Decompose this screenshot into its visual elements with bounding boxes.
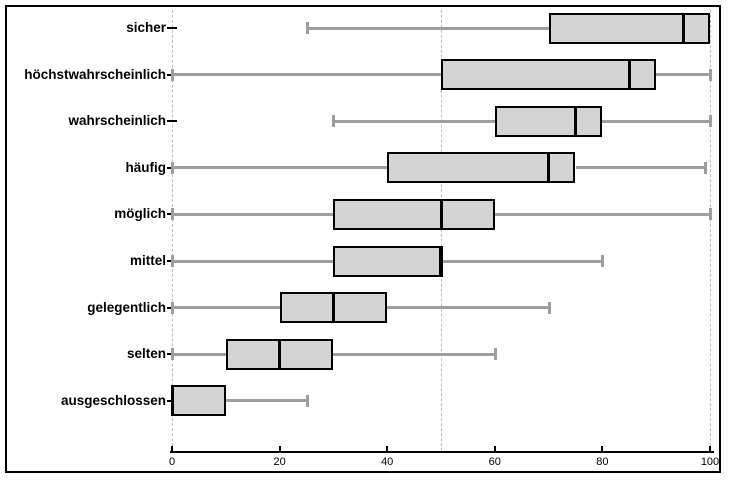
upper-whisker-cap <box>703 161 707 174</box>
iqr-box <box>494 105 603 137</box>
iqr-box <box>548 12 710 44</box>
x-axis-tick-label: 20 <box>273 456 286 468</box>
category-label: gelegentlich <box>87 299 166 315</box>
lower-whisker <box>306 26 549 30</box>
category-label: möglich <box>114 206 166 222</box>
lower-whisker-cap <box>171 68 174 81</box>
upper-whisker <box>494 212 710 216</box>
upper-whisker-cap <box>709 208 712 221</box>
median-line <box>170 385 174 417</box>
upper-whisker <box>225 399 307 403</box>
upper-whisker <box>575 166 705 170</box>
iqr-box <box>172 385 226 417</box>
lower-whisker-cap <box>305 22 309 34</box>
x-axis-tick-label: 0 <box>168 456 176 468</box>
lower-whisker-cap <box>332 115 336 128</box>
iqr-box <box>333 198 495 230</box>
lower-whisker-cap <box>171 208 174 221</box>
iqr-box <box>441 59 657 91</box>
lower-whisker <box>172 259 334 263</box>
upper-whisker <box>656 73 710 77</box>
lower-whisker <box>172 306 280 310</box>
x-axis-tick <box>386 446 389 451</box>
median-line <box>331 292 335 324</box>
x-axis-tick-label: 100 <box>700 456 720 468</box>
median-line <box>278 338 282 370</box>
lower-whisker <box>172 166 388 170</box>
upper-whisker-cap <box>709 115 712 128</box>
category-label: sicher <box>126 20 166 35</box>
x-axis-tick-label: 80 <box>596 456 609 468</box>
category-label: wahrscheinlich <box>68 113 166 129</box>
x-axis-tick <box>171 446 173 451</box>
lower-whisker <box>333 119 495 123</box>
category-label: ausgeschlossen <box>60 392 166 408</box>
x-axis-tick <box>601 446 604 451</box>
reference-line <box>709 10 711 451</box>
lower-whisker-cap <box>171 161 174 174</box>
upper-whisker <box>602 119 710 123</box>
upper-whisker <box>441 259 603 263</box>
lower-whisker <box>172 212 334 216</box>
upper-whisker <box>333 352 495 356</box>
x-axis-tick <box>278 446 281 451</box>
category-tick-mark <box>167 120 177 123</box>
lower-whisker <box>172 352 226 356</box>
median-line <box>574 105 577 137</box>
iqr-box <box>333 245 441 277</box>
category-label: häufig <box>125 159 167 175</box>
upper-whisker-cap <box>709 68 712 81</box>
reference-line <box>171 10 173 451</box>
x-axis-tick-label: 40 <box>381 456 394 468</box>
lower-whisker <box>172 73 441 77</box>
upper-whisker-cap <box>547 301 551 314</box>
x-axis-tick-label: 60 <box>488 456 501 468</box>
category-label: selten <box>126 346 166 362</box>
upper-whisker-cap <box>601 255 605 267</box>
lower-whisker-cap <box>171 301 174 314</box>
category-tick-mark <box>167 27 177 29</box>
reference-line <box>440 10 442 451</box>
upper-whisker-cap <box>493 348 497 361</box>
upper-whisker <box>387 306 549 310</box>
median-line <box>627 59 631 91</box>
median-line <box>547 152 551 184</box>
median-line <box>681 12 685 44</box>
lower-whisker-cap <box>171 348 174 361</box>
median-line <box>439 198 443 230</box>
x-axis-line <box>170 451 714 453</box>
median-line <box>439 245 443 277</box>
lower-whisker-cap <box>171 255 174 267</box>
upper-whisker-cap <box>305 394 309 407</box>
x-axis-tick <box>709 446 711 451</box>
x-axis-tick <box>493 446 496 451</box>
iqr-box <box>387 152 576 184</box>
category-label: höchstwahrscheinlich <box>24 66 166 82</box>
category-label: mittel <box>129 253 166 268</box>
